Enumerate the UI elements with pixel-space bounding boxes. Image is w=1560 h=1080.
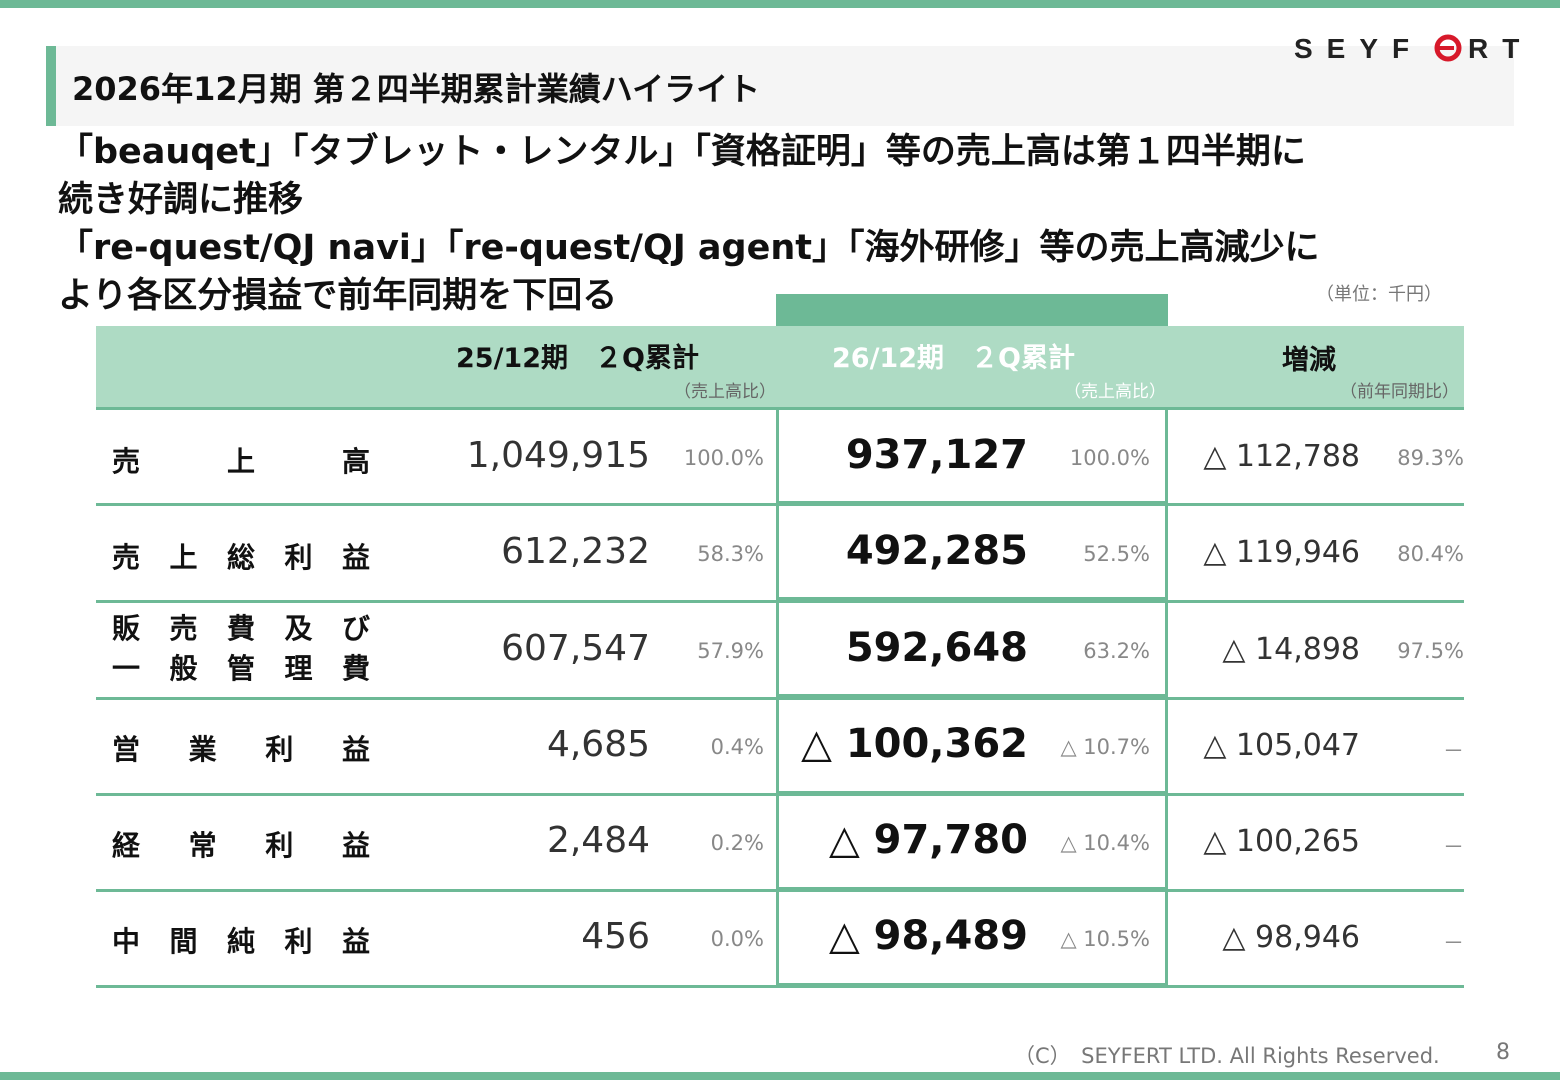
current-value: △ 100,362 bbox=[801, 721, 1028, 767]
page-number: 8 bbox=[1496, 1040, 1510, 1065]
lead-line-3: 「re-quest/QJ navi」「re-quest/QJ agent」「海外… bbox=[58, 228, 1320, 268]
row-divider bbox=[96, 600, 1464, 603]
diff-ratio: － bbox=[1443, 931, 1464, 955]
row-label: 営業利益 bbox=[112, 733, 372, 766]
prev-ratio: 57.9% bbox=[697, 639, 764, 663]
current-cell-bg bbox=[779, 603, 1165, 694]
unit-note: （単位：千円） bbox=[1316, 284, 1442, 305]
row-label: 販売費及び bbox=[112, 612, 372, 645]
current-ratio: 52.5% bbox=[1083, 542, 1150, 566]
table-row: 売上高 1,049,915 100.0% 937,127 100.0% △ 11… bbox=[96, 410, 1464, 506]
current-value: 592,648 bbox=[845, 625, 1028, 671]
header-diff: 増減 bbox=[1282, 345, 1336, 376]
lead-summary: 「beauqet」「タブレット・レンタル」「資格証明」等の売上高は第１四半期に … bbox=[58, 128, 1528, 320]
current-cell-bg bbox=[779, 506, 1165, 597]
diff-value: △ 100,265 bbox=[1203, 824, 1360, 859]
svg-text:RT: RT bbox=[1468, 33, 1532, 64]
prev-ratio: 0.0% bbox=[710, 927, 764, 951]
current-value: 937,127 bbox=[845, 432, 1028, 478]
diff-ratio: 80.4% bbox=[1397, 542, 1464, 566]
row-label: 中間純利益 bbox=[112, 925, 372, 958]
title-band: 2026年12月期 第２四半期累計業績ハイライト bbox=[46, 46, 1514, 126]
current-cell-bg bbox=[779, 892, 1165, 983]
diff-ratio: 89.3% bbox=[1397, 446, 1464, 470]
current-value: 492,285 bbox=[845, 528, 1028, 574]
row-divider bbox=[96, 793, 1464, 796]
prev-ratio: 58.3% bbox=[697, 542, 764, 566]
current-cell-bg bbox=[779, 796, 1165, 887]
diff-value: △ 105,047 bbox=[1203, 728, 1360, 763]
prev-value: 612,232 bbox=[501, 531, 650, 572]
seyfert-logo: SEYF RT bbox=[1292, 28, 1532, 68]
current-ratio: 100.0% bbox=[1069, 446, 1150, 470]
current-ratio: △ 10.4% bbox=[1060, 831, 1150, 855]
table-row: 営業利益 4,685 0.4% △ 100,362 △ 10.7% △ 105,… bbox=[96, 700, 1464, 796]
row-divider bbox=[96, 503, 1464, 506]
row-divider bbox=[96, 407, 1464, 410]
row-divider bbox=[96, 889, 1464, 892]
header-prev-sub: （売上高比） bbox=[674, 382, 776, 402]
page-title: 2026年12月期 第２四半期累計業績ハイライト bbox=[72, 70, 761, 108]
current-ratio: △ 10.7% bbox=[1060, 735, 1150, 759]
header-current-sub: （売上高比） bbox=[1064, 382, 1166, 402]
diff-ratio: － bbox=[1443, 835, 1464, 859]
lead-line-2: 続き好調に推移 bbox=[58, 180, 304, 220]
row-label-line-2: 一般管理費 bbox=[112, 652, 372, 685]
header-diff-sub: （前年同期比） bbox=[1340, 382, 1459, 402]
row-label: 売上総利益 bbox=[112, 541, 372, 574]
diff-value: △ 98,946 bbox=[1222, 920, 1360, 955]
prev-ratio: 0.2% bbox=[710, 831, 764, 855]
top-accent-bar bbox=[0, 0, 1560, 8]
prev-value: 1,049,915 bbox=[466, 435, 650, 476]
prev-value: 607,547 bbox=[501, 628, 650, 669]
table-row: 経常利益 2,484 0.2% △ 97,780 △ 10.4% △ 100,2… bbox=[96, 796, 1464, 892]
current-cell-bg bbox=[779, 700, 1165, 791]
header-current-period: 26/12期 ２Q累計 bbox=[832, 343, 1075, 374]
row-label: 経常利益 bbox=[112, 829, 372, 862]
lead-line-1: 「beauqet」「タブレット・レンタル」「資格証明」等の売上高は第１四半期に bbox=[58, 132, 1306, 172]
svg-text:SEYF: SEYF bbox=[1294, 33, 1423, 64]
current-ratio: 63.2% bbox=[1083, 639, 1150, 663]
diff-ratio: 97.5% bbox=[1397, 639, 1464, 663]
diff-ratio: － bbox=[1443, 739, 1464, 763]
current-ratio: △ 10.5% bbox=[1060, 927, 1150, 951]
table-row: 販売費及び 一般管理費 607,547 57.9% 592,648 63.2% … bbox=[96, 603, 1464, 699]
row-label: 売上高 bbox=[112, 445, 372, 478]
current-value: △ 97,780 bbox=[828, 817, 1028, 863]
diff-value: △ 112,788 bbox=[1203, 439, 1360, 474]
row-divider bbox=[96, 697, 1464, 700]
header-prev-period: 25/12期 ２Q累計 bbox=[456, 343, 699, 374]
table-row: 中間純利益 456 0.0% △ 98,489 △ 10.5% △ 98,946… bbox=[96, 892, 1464, 988]
current-cell-bg bbox=[779, 410, 1165, 501]
diff-value: △ 14,898 bbox=[1222, 632, 1360, 667]
copyright: （C） SEYFERT LTD. All Rights Reserved. bbox=[1014, 1044, 1440, 1068]
table-row: 売上総利益 612,232 58.3% 492,285 52.5% △ 119,… bbox=[96, 506, 1464, 602]
row-divider bbox=[96, 985, 1464, 988]
table-header bbox=[96, 326, 1464, 408]
prev-ratio: 100.0% bbox=[683, 446, 764, 470]
prev-value: 4,685 bbox=[546, 724, 650, 765]
lead-line-4: より各区分損益で前年同期を下回る bbox=[58, 276, 618, 316]
diff-value: △ 119,946 bbox=[1203, 535, 1360, 570]
bottom-accent-bar bbox=[0, 1072, 1560, 1080]
current-value: △ 98,489 bbox=[828, 913, 1028, 959]
prev-ratio: 0.4% bbox=[710, 735, 764, 759]
prev-value: 2,484 bbox=[546, 820, 650, 861]
prev-value: 456 bbox=[581, 916, 650, 957]
